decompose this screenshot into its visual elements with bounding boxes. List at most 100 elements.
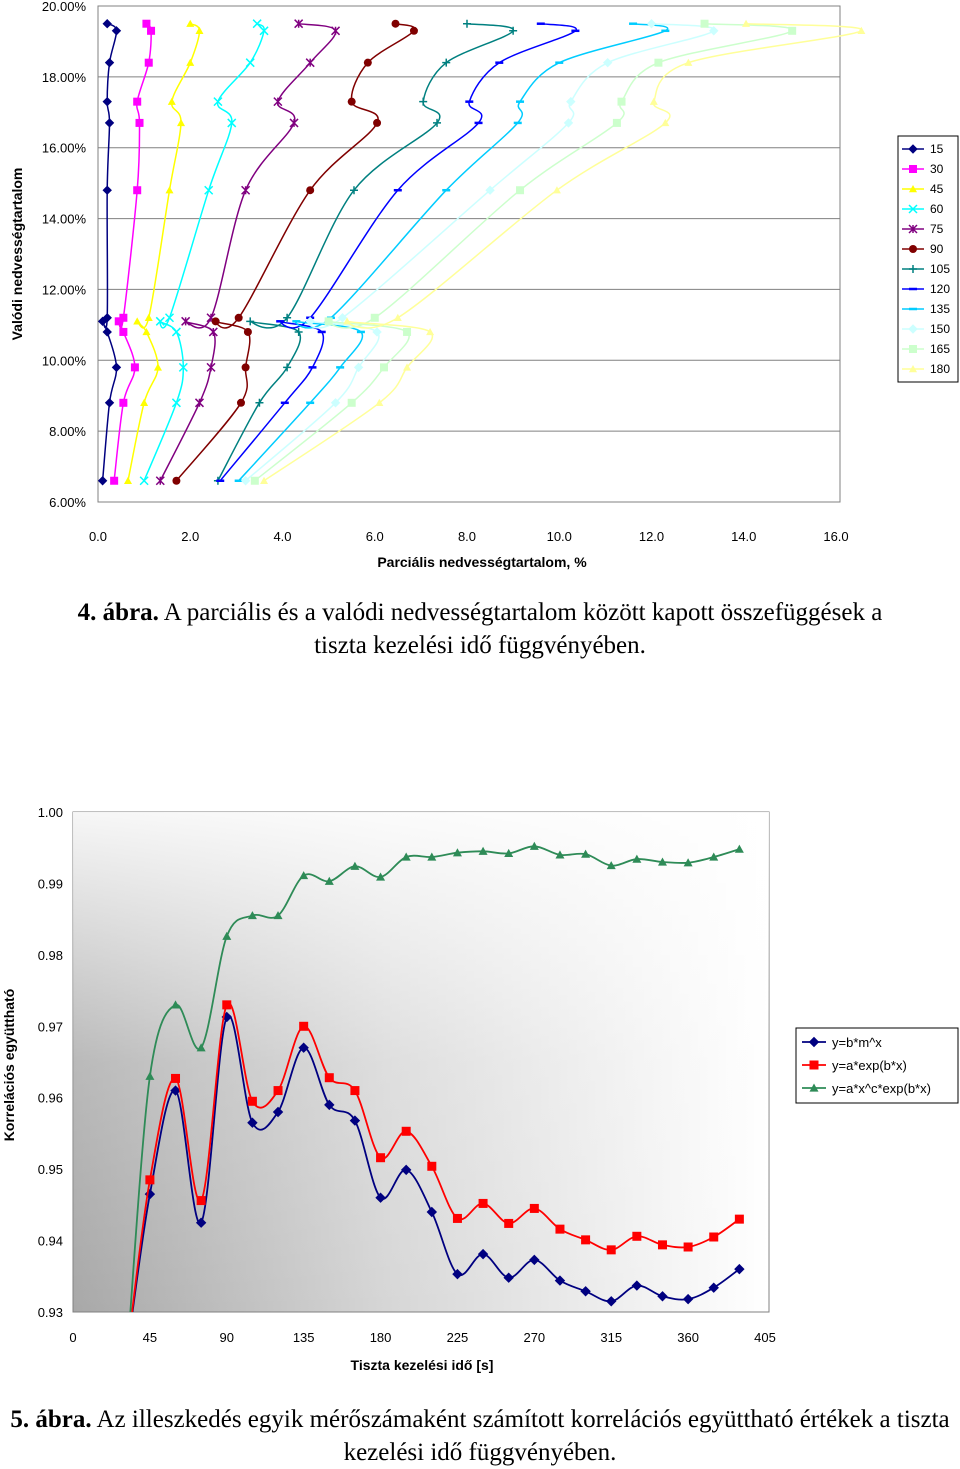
chart1-data-point: [433, 118, 442, 127]
chart1-data-point: [208, 327, 218, 337]
chart1-data-point: [142, 19, 151, 28]
chart2-data-point: [247, 911, 257, 920]
chart1-series-135: [234, 22, 670, 482]
chart1-data-point: [240, 476, 251, 486]
chart1-series-45: [123, 19, 204, 484]
chart2-data-point: [427, 1161, 437, 1171]
chart2-data-point: [299, 1021, 309, 1031]
chart1-legend-item: 120: [902, 282, 950, 296]
chart1-data-point: [403, 327, 412, 336]
chart2-legend-marker: [809, 1083, 819, 1092]
chart1-legend-item: 45: [902, 182, 944, 196]
chart2-data-point: [452, 1268, 463, 1280]
chart1-data-point: [391, 19, 400, 28]
chart1-legend-label: 15: [930, 142, 944, 156]
chart1-y-tick-label: 18.00%: [42, 70, 87, 85]
chart1-data-point: [194, 398, 205, 408]
chart1-data-point: [241, 363, 250, 372]
chart1-data-point: [463, 19, 471, 28]
chart2-x-tick-label: 135: [293, 1330, 315, 1345]
chart1-data-point: [140, 398, 149, 406]
chart1-data-point: [306, 186, 315, 195]
chart1-data-point: [255, 398, 264, 407]
chart1-data-point: [119, 327, 128, 336]
chart1-data-point: [259, 26, 269, 36]
chart1-data-point: [788, 26, 797, 35]
chart1-data-point: [241, 185, 251, 195]
chart1-data-point: [347, 398, 356, 407]
chart1-data-point: [111, 362, 122, 373]
chart2-data-point: [683, 858, 693, 867]
chart1-data-point: [102, 313, 112, 323]
chart2-legend: y=b*m^x y=a*exp(b*x) y=a*x^c*exp(b*x): [795, 1027, 959, 1104]
chart1-data-point: [857, 26, 866, 34]
chart2-data-point: [503, 1272, 514, 1283]
chart2-data-point: [709, 852, 719, 861]
chart1-data-point: [102, 327, 112, 337]
chart1-data-point: [409, 26, 418, 35]
chart1-x-tick-label: 2.0: [181, 529, 199, 544]
chart2-data-point: [709, 1232, 719, 1242]
chart1-data-point: [602, 57, 613, 68]
chart2-data-point: [145, 1175, 155, 1185]
chart2-data-point: [581, 1235, 591, 1245]
chart1-data-point: [227, 118, 237, 128]
correlation-chart: 0.93 0.94 0.95 0.96 0.97 0.98 0.99 1.00 0 45 90 13…: [1, 805, 959, 1373]
chart1-data-point: [700, 19, 709, 28]
chart2-data-point: [734, 1263, 745, 1275]
chart1-x-tick-label: 6.0: [366, 529, 384, 544]
chart2-data-point: [555, 850, 565, 859]
chart2-y-tick-label: 1.00: [38, 805, 63, 820]
chart1-data-point: [372, 327, 382, 337]
chart2-y-tick-label: 0.96: [38, 1091, 63, 1106]
chart2-ylabel: Korrelációs együttható: [1, 989, 17, 1141]
chart1-series-30: [110, 19, 156, 485]
chart1-data-point: [119, 313, 128, 322]
chart1-data-point: [172, 476, 181, 485]
chart2-x-tick-label: 405: [754, 1330, 776, 1345]
chart1-data-point: [178, 362, 188, 372]
chart1-legend-label: 45: [930, 182, 944, 196]
chart1-data-point: [155, 476, 165, 486]
figure-4-number: 4. ábra.: [77, 599, 159, 626]
chart1-data-point: [153, 363, 162, 371]
chart1-legend-item: 165: [902, 342, 950, 356]
chart2-data-point: [529, 841, 539, 850]
chart1-data-point: [294, 327, 303, 336]
chart1-data-point: [164, 313, 175, 323]
chart1-data-point: [516, 186, 525, 195]
chart1-legend-marker: [909, 185, 917, 193]
chart1-data-point: [130, 363, 139, 372]
chart2-y-tick-label: 0.93: [38, 1305, 63, 1320]
chart1-data-point: [102, 185, 112, 195]
chart1-data-point: [245, 58, 255, 68]
chart2-data-point: [632, 854, 642, 863]
chart1-data-point: [684, 58, 693, 66]
chart1-data-point: [654, 58, 663, 67]
chart1-data-point: [375, 398, 384, 406]
chart2-data-point: [273, 1086, 283, 1096]
chart1-series-15: [97, 19, 122, 486]
figure-5-caption: 5. ábra. Az illeszkedés egyik mérőszámak…: [0, 1403, 960, 1469]
chart1-series-line: [219, 22, 577, 482]
chart1-data-point: [552, 186, 561, 194]
chart2-x-tick-label: 90: [220, 1330, 234, 1345]
chart1-legend-marker: [909, 345, 917, 353]
chart2-data-point: [682, 1293, 694, 1305]
chart1-data-point: [104, 118, 115, 128]
chart2-data-point: [324, 1099, 335, 1111]
chart1-legend-item: 60: [902, 202, 944, 216]
chart2-x-tick-label: 180: [370, 1330, 392, 1345]
chart1-data-point: [186, 58, 195, 66]
chart1-x-tick-label: 16.0: [823, 529, 848, 544]
chart1-data-point: [343, 317, 352, 325]
chart2-data-point: [426, 1206, 438, 1218]
chart1-data-point: [102, 96, 112, 107]
chart2-data-point: [580, 1286, 591, 1297]
chart1-data-point: [111, 26, 122, 36]
chart1-plot-area: [97, 5, 841, 503]
chart1-data-point: [349, 186, 358, 195]
chart1-data-point: [393, 313, 402, 321]
chart2-data-point: [683, 1242, 693, 1252]
chart2-data-point: [375, 1192, 386, 1203]
